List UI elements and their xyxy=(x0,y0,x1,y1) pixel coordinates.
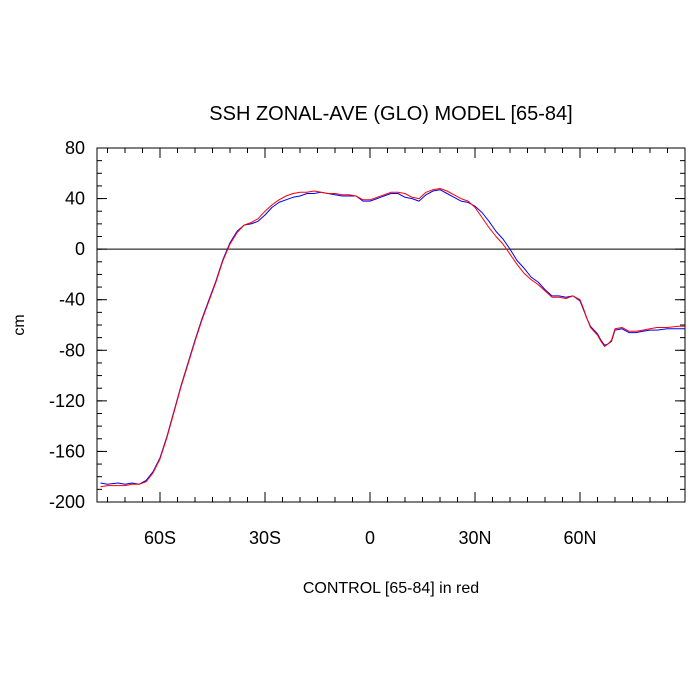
y-tick-label: -40 xyxy=(59,290,85,310)
y-tick-label: 40 xyxy=(65,189,85,209)
y-tick-label: -160 xyxy=(49,441,85,461)
y-axis-label: cm xyxy=(11,314,28,335)
x-axis-ticks: 60S 30S 0 30N 60N xyxy=(144,148,597,548)
x-tick-label: 30N xyxy=(458,528,491,548)
x-tick-label: 30S xyxy=(249,528,281,548)
x-axis-label: CONTROL [65-84] in red xyxy=(303,580,479,597)
x-tick-label: 60N xyxy=(563,528,596,548)
y-axis-ticks: 80 40 0 -40 -80 -120 -160 -200 xyxy=(49,138,685,512)
control-series-line xyxy=(100,188,685,488)
model-series-line xyxy=(100,189,685,485)
y-tick-label: 80 xyxy=(65,138,85,158)
plot-frame xyxy=(96,147,686,503)
x-tick-label: 60S xyxy=(144,528,176,548)
minor-ticks xyxy=(97,147,686,503)
series-lines xyxy=(100,188,685,488)
chart-title: SSH ZONAL-AVE (GLO) MODEL [65-84] xyxy=(209,103,572,125)
y-tick-label: -80 xyxy=(59,340,85,360)
y-tick-label: 0 xyxy=(75,239,85,259)
y-tick-label: -120 xyxy=(49,391,85,411)
y-tick-label: -200 xyxy=(49,492,85,512)
x-tick-label: 0 xyxy=(365,528,375,548)
